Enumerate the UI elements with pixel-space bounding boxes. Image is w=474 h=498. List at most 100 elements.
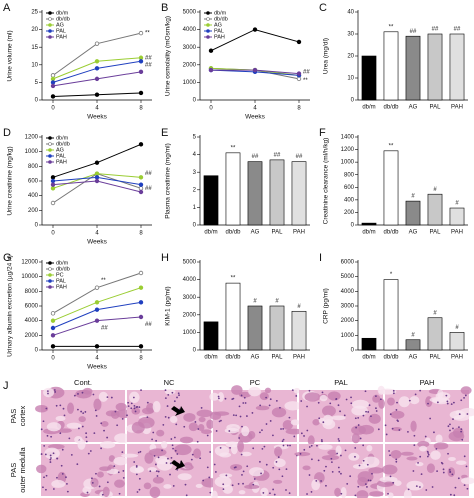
nucleus [184,483,187,486]
nucleus [395,409,398,411]
nucleus [252,447,255,450]
nucleus [318,417,321,420]
nucleus [93,432,96,435]
nucleus [63,414,66,417]
nucleus [94,409,97,412]
nucleus [152,431,155,434]
tubule [241,425,250,437]
legend-marker [48,35,52,39]
tubule [369,491,384,497]
y-tick-label: 12000 [21,260,38,266]
nucleus [232,397,235,400]
y-tick-label: 600 [344,185,355,191]
annotation: # [297,304,301,310]
data-point [94,285,100,290]
tubule [98,391,109,402]
tubule [351,399,370,409]
tubule [372,394,381,403]
nucleus [275,461,278,463]
tubule [93,398,102,411]
y-tick-label: 1000 [183,80,197,86]
nucleus [345,398,348,401]
histology-image [376,441,474,498]
nucleus [126,414,128,417]
nucleus [175,423,178,426]
nucleus [350,402,353,405]
data-point [138,344,144,349]
nucleus [452,401,455,404]
histology-image [36,439,128,498]
nucleus [246,415,248,417]
nucleus [388,450,391,452]
x-tick-label: AG [409,105,418,111]
nucleus [167,416,170,419]
y-tick-label: 10000 [21,274,38,280]
data-point [138,285,144,290]
y-axis-label: Urinary albumin excretion (µg/24 h) [7,255,14,357]
data-point [138,142,144,147]
tubule [169,415,178,424]
x-tick-label: 4 [95,356,99,362]
nucleus [375,410,378,412]
nucleus [392,389,395,392]
y-tick-label: 4000 [341,289,355,295]
legend-label: db/db [56,16,70,22]
nucleus [261,429,263,431]
nucleus [420,473,423,476]
nucleus [218,420,221,423]
bar [225,282,241,351]
nucleus [242,402,245,404]
nucleus [157,456,160,459]
tubule [403,489,412,498]
nucleus [306,405,308,408]
tubule [357,476,368,487]
nucleus [415,485,418,488]
data-point [94,300,100,305]
annotation: ## [101,326,108,332]
nucleus [362,459,365,462]
row-label: outer medulla [18,446,27,492]
nucleus [190,458,193,461]
nucleus [321,391,324,394]
tubule [319,394,328,402]
nucleus [138,406,141,409]
tubule [409,396,420,405]
nucleus [222,483,225,486]
tubule [460,477,474,485]
nucleus [265,423,268,425]
annotation: # [253,299,257,305]
nucleus [45,488,47,491]
nucleus [413,434,416,437]
nucleus [91,482,94,484]
nucleus [164,415,167,418]
nucleus [418,486,421,488]
nucleus [259,431,261,434]
nucleus [101,493,104,496]
nucleus [213,463,216,466]
annotation: # [455,325,459,331]
data-point [50,80,56,85]
nucleus [81,391,84,394]
nucleus [331,470,334,473]
panel-letter: J [3,380,9,392]
tubule [209,392,220,401]
tubule [331,415,346,421]
annotation: # [411,194,415,200]
y-tick-label: 20 [347,54,354,60]
tubule [183,412,196,422]
tubule [248,467,265,477]
nucleus [424,435,427,438]
nucleus [171,444,174,447]
tubule [206,419,215,429]
nucleus [449,423,451,426]
y-tick-label: 0 [351,223,355,229]
tubule [448,456,456,462]
x-tick-label: 0 [51,231,55,237]
nucleus [165,462,168,464]
tubule [121,453,139,458]
tubule [143,482,152,490]
y-tick-label: 4000 [25,318,39,324]
x-tick-label: PAH [293,355,305,361]
y-tick-label: 2000 [25,333,39,339]
nucleus [362,414,365,417]
